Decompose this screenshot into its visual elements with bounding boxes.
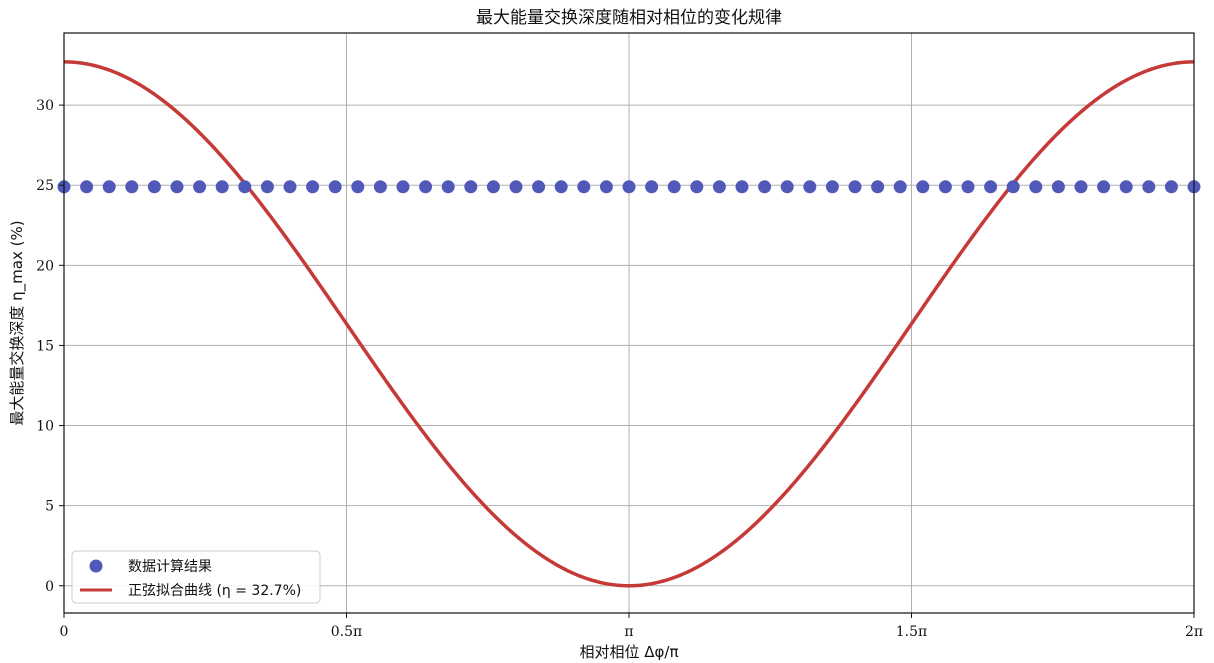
data-point xyxy=(283,180,297,194)
y-axis-label: 最大能量交换深度 η_max (%) xyxy=(8,220,27,425)
fit-curve-line xyxy=(63,60,1195,588)
data-point xyxy=(961,180,975,194)
x-tick-label: 0.5π xyxy=(331,624,362,640)
data-point xyxy=(1074,180,1088,194)
data-point xyxy=(893,180,907,194)
legend-marker-data xyxy=(89,559,103,573)
data-point xyxy=(125,180,139,194)
x-tick-label: 2π xyxy=(1185,624,1203,640)
data-point xyxy=(938,180,952,194)
data-point xyxy=(351,180,365,194)
y-tick-label: 0 xyxy=(45,579,54,595)
data-point xyxy=(848,180,862,194)
y-tick-label: 15 xyxy=(36,338,54,354)
data-point xyxy=(419,180,433,194)
data-point xyxy=(622,180,636,194)
data-point xyxy=(170,180,184,194)
y-tick-label: 30 xyxy=(36,98,54,114)
data-point xyxy=(193,180,207,194)
y-tick-label: 5 xyxy=(45,499,54,515)
data-point xyxy=(441,180,455,194)
data-point xyxy=(147,180,161,194)
data-point xyxy=(486,180,500,194)
data-point xyxy=(1029,180,1043,194)
data-point xyxy=(373,180,387,194)
data-point xyxy=(328,180,342,194)
legend-label-data: 数据计算结果 xyxy=(128,559,212,575)
data-point xyxy=(916,180,930,194)
data-point xyxy=(238,180,252,194)
data-point xyxy=(1164,180,1178,194)
data-point xyxy=(803,180,817,194)
data-point xyxy=(1142,180,1156,194)
legend: 数据计算结果 正弦拟合曲线 (η = 32.7%) xyxy=(71,550,321,604)
data-point xyxy=(780,180,794,194)
data-point xyxy=(599,180,613,194)
x-ticks: 0 0.5π π 1.5π 2π xyxy=(60,613,1203,640)
data-point xyxy=(80,180,94,194)
data-point xyxy=(1006,180,1020,194)
data-point xyxy=(712,180,726,194)
data-point xyxy=(554,180,568,194)
legend-label-fit: 正弦拟合曲线 (η = 32.7%) xyxy=(128,583,301,599)
x-tick-label: π xyxy=(624,624,633,640)
data-point xyxy=(464,180,478,194)
x-tick-label: 0 xyxy=(60,624,69,640)
chart-title: 最大能量交换深度随相对相位的变化规律 xyxy=(476,8,782,28)
data-point xyxy=(871,180,885,194)
data-point xyxy=(577,180,591,194)
data-point xyxy=(825,180,839,194)
points-layer xyxy=(57,180,1201,194)
data-point xyxy=(306,180,320,194)
x-tick-label: 1.5π xyxy=(896,624,927,640)
data-point xyxy=(396,180,410,194)
data-point xyxy=(690,180,704,194)
data-point xyxy=(509,180,523,194)
data-point xyxy=(532,180,546,194)
data-point xyxy=(758,180,772,194)
data-point xyxy=(984,180,998,194)
data-point xyxy=(1097,180,1111,194)
data-point xyxy=(215,180,229,194)
data-point xyxy=(735,180,749,194)
data-point xyxy=(667,180,681,194)
data-point xyxy=(1119,180,1133,194)
data-point xyxy=(645,180,659,194)
legend-box xyxy=(71,550,321,604)
y-tick-label: 25 xyxy=(36,178,54,194)
y-tick-label: 20 xyxy=(36,258,54,274)
y-ticks: 0 5 10 15 20 25 30 xyxy=(36,98,64,595)
data-point xyxy=(1051,180,1065,194)
y-tick-label: 10 xyxy=(36,419,54,435)
curve-layer xyxy=(63,60,1195,588)
data-point xyxy=(102,180,116,194)
grid xyxy=(63,33,1195,613)
x-axis-label: 相对相位 Δφ/π xyxy=(579,643,678,661)
data-point xyxy=(260,180,274,194)
